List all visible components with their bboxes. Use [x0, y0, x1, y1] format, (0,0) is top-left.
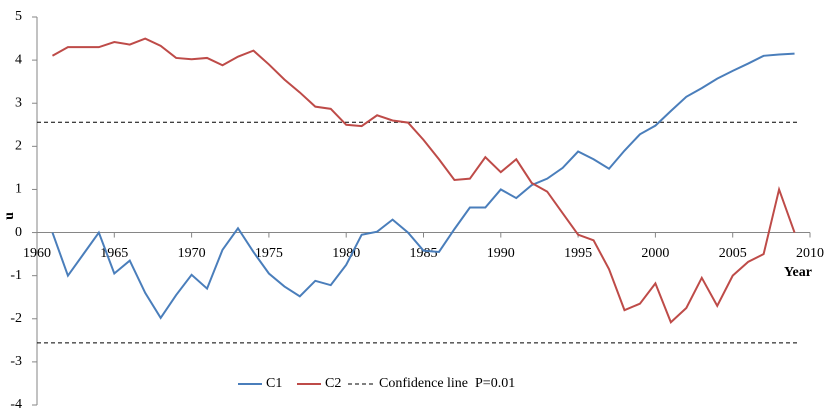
x-axis-label: Year — [784, 265, 812, 280]
x-tick-label: 2010 — [796, 246, 824, 261]
x-tick-label: 1980 — [332, 246, 360, 261]
legend-label: C2 — [325, 376, 341, 391]
legend-label: Confidence line P=0.01 — [379, 376, 515, 391]
y-tick-label: 4 — [15, 52, 22, 67]
y-tick-label: 2 — [15, 139, 22, 154]
series-line — [51, 37, 796, 324]
y-tick-label: 0 — [15, 225, 22, 240]
legend-label: C1 — [266, 376, 282, 391]
y-tick-label: 1 — [15, 182, 22, 197]
x-tick-label: 1990 — [487, 246, 515, 261]
x-tick-label: 1985 — [410, 246, 438, 261]
series-line — [51, 52, 795, 320]
y-axis-label: u — [2, 212, 17, 220]
x-tick-label: 1995 — [564, 246, 592, 261]
x-tick-label: 2005 — [719, 246, 747, 261]
x-tick-label: 2000 — [641, 246, 669, 261]
y-tick-label: -4 — [10, 397, 22, 412]
y-tick-label: 5 — [15, 9, 22, 24]
x-tick-label: 1970 — [178, 246, 206, 261]
y-tick-label: -3 — [10, 354, 22, 369]
y-tick-label: -2 — [10, 311, 22, 326]
x-tick-label: 1975 — [255, 246, 283, 261]
x-tick-label: 1960 — [23, 246, 51, 261]
y-tick-label: -1 — [10, 268, 22, 283]
y-tick-label: 3 — [15, 95, 22, 110]
